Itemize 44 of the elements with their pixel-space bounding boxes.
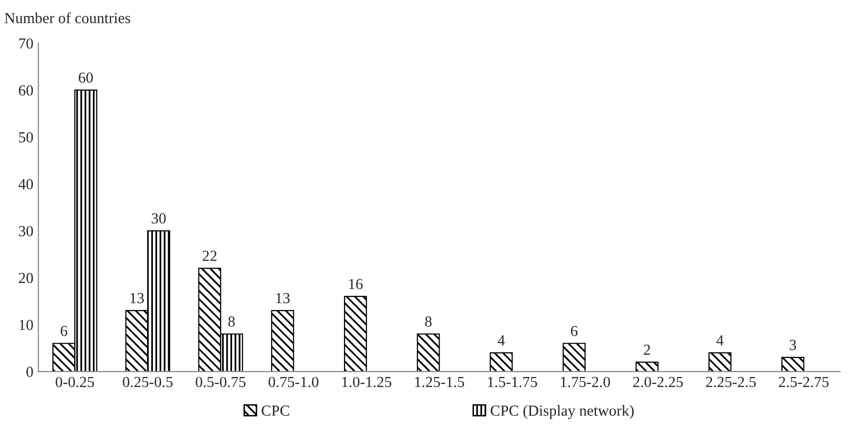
data-label: 2: [644, 344, 650, 355]
x-tick-label: 2.0-2.25: [633, 376, 683, 388]
bar: [344, 296, 367, 372]
bar: [708, 352, 732, 372]
data-label: 13: [130, 293, 144, 304]
data-label: 60: [78, 72, 93, 83]
legend-label: CPC (Display network): [490, 405, 634, 419]
data-label: 6: [60, 326, 68, 336]
x-tick-label: 1.75-2.0: [560, 376, 610, 388]
x-tick-label: 2.25-2.5: [706, 376, 756, 388]
x-tick-label: 0.75-1.0: [268, 376, 318, 388]
bar: [271, 310, 294, 372]
bar: [562, 342, 586, 372]
data-label: 4: [716, 335, 724, 346]
y-tick-label: 40: [18, 179, 33, 190]
y-axis-title: Number of countries: [4, 12, 130, 24]
legend-label: CPC: [262, 406, 290, 416]
y-tick-label: 0: [26, 366, 33, 377]
y-tick-label: 70: [19, 38, 33, 49]
x-tick-label: 0.25-0.5: [122, 376, 173, 388]
data-label: 4: [498, 335, 505, 346]
x-tick-label: 1.0-1.25: [342, 376, 392, 388]
y-tick-label: 50: [19, 132, 33, 142]
bar: [636, 362, 659, 372]
y-tick-label: 10: [20, 320, 33, 330]
data-label: 22: [202, 250, 216, 261]
data-label: 8: [228, 316, 235, 327]
data-label: 6: [570, 326, 578, 336]
data-label: 3: [790, 340, 796, 350]
y-tick-label: 60: [18, 85, 33, 96]
x-tick-label: 0-0.25: [56, 376, 94, 388]
x-tick-label: 0.5-0.75: [196, 376, 246, 388]
bar: [490, 352, 513, 372]
data-label: 16: [349, 278, 363, 290]
data-label: 30: [152, 213, 166, 224]
y-tick-label: 30: [18, 226, 33, 236]
data-label: 13: [276, 293, 290, 304]
x-tick-label: 1.25-1.5: [415, 376, 464, 388]
bar: [781, 356, 804, 372]
x-tick-label: 2.5-2.75: [778, 376, 829, 388]
bar: [416, 333, 440, 372]
y-tick-label: 20: [18, 272, 33, 284]
data-label: 8: [425, 316, 432, 327]
x-tick-label: 1.5-1.75: [488, 376, 538, 388]
